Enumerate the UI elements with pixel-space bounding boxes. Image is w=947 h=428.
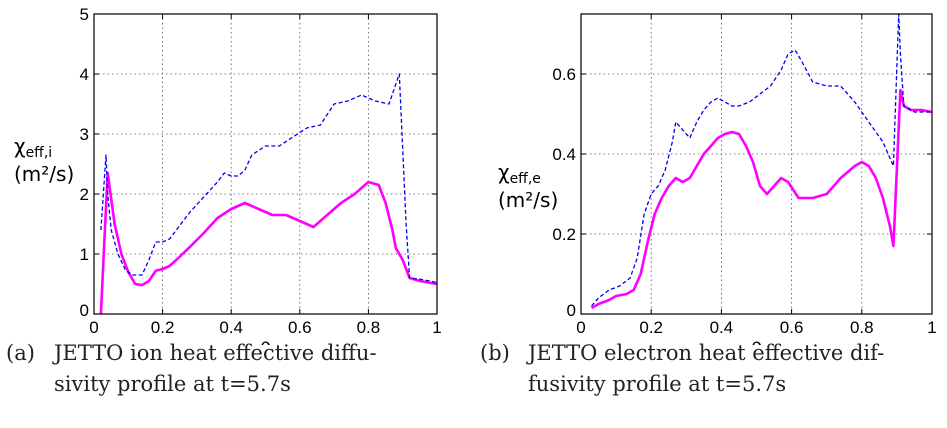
chart-b-xtick-label: 1 [927, 318, 936, 337]
caption-b-line2: fusivity profile at t=5.7s [528, 372, 787, 396]
caption-a-tag: (a) [6, 341, 35, 365]
chart-a-axes-frame [93, 13, 438, 315]
chart-b-ytick-label: 0.4 [552, 145, 576, 164]
chart-a-xtick-label: 0.6 [288, 318, 312, 337]
chart-b-ytick-label: 0.6 [552, 65, 576, 84]
chart-a-ylabel: χeff,i (m²/s) [14, 134, 74, 187]
chart-b-ytick-label: 0.2 [552, 225, 576, 244]
chart-b-ylabel: χeff,e (m²/s) [498, 160, 558, 213]
chart-a-ytick-label: 0 [80, 301, 89, 320]
chart-a-xtick-label: 0 [89, 318, 98, 337]
caption-b-tag: (b) [480, 341, 510, 365]
chart-a-ylabel-unit: (m²/s) [14, 162, 75, 186]
chart-a-ytick-label: 4 [80, 65, 89, 84]
chart-b-xtick-label: 0.8 [850, 318, 874, 337]
chart-b-series-solid-line [590, 88, 933, 310]
chart-a-xtick-label: 1 [432, 318, 441, 337]
chart-b-ylabel-symbol: χ [498, 160, 510, 184]
chart-b-ylabel-unit: (m²/s) [498, 188, 559, 212]
chart-a-series-solid-line [99, 171, 438, 315]
chart-a-xtick-label: 0.8 [357, 318, 381, 337]
caption-a-line1: JETTO ion heat effective diffu- [54, 341, 377, 365]
caption-b: (b) JETTO electron heat effective dif- fu… [480, 338, 940, 400]
chart-a-ylabel-symbol: χ [14, 134, 26, 158]
chart-b-xtick-label: 0.6 [780, 318, 804, 337]
chart-a-ylabel-sub: eff,i [25, 145, 53, 161]
chart-a-plot: 00.20.40.60.81012345ρ [80, 5, 442, 357]
chart-b-xtick-label: 0 [576, 318, 585, 337]
chart-a-xtick-label: 0.4 [219, 318, 243, 337]
chart-b-ylabel-sub: eff,e [509, 171, 541, 187]
chart-b-series-dashed-line [591, 13, 932, 307]
chart-a-xtick-label: 0.2 [151, 318, 175, 337]
caption-a-line2: sivity profile at t=5.7s [54, 372, 291, 396]
chart-b-xtick-label: 0.4 [710, 318, 734, 337]
chart-a-ytick-label: 1 [80, 245, 89, 264]
chart-a-ytick-label: 5 [80, 5, 89, 24]
chart-a-ytick-label: 2 [80, 185, 89, 204]
chart-b-xtick-label: 0.2 [639, 318, 663, 337]
caption-a: (a) JETTO ion heat effective diffu- sivit… [6, 338, 466, 400]
chart-a-series-dashed-line [100, 73, 438, 284]
chart-b-axes-frame [580, 13, 933, 315]
caption-b-line1: JETTO electron heat effective dif- [528, 341, 885, 365]
chart-panel-a: 00.20.40.60.81012345ρ χeff,i (m²/s) (a)J… [6, 5, 466, 400]
chart-a-ytick-label: 3 [80, 125, 89, 144]
chart-b-ytick-label: 0 [567, 301, 576, 320]
